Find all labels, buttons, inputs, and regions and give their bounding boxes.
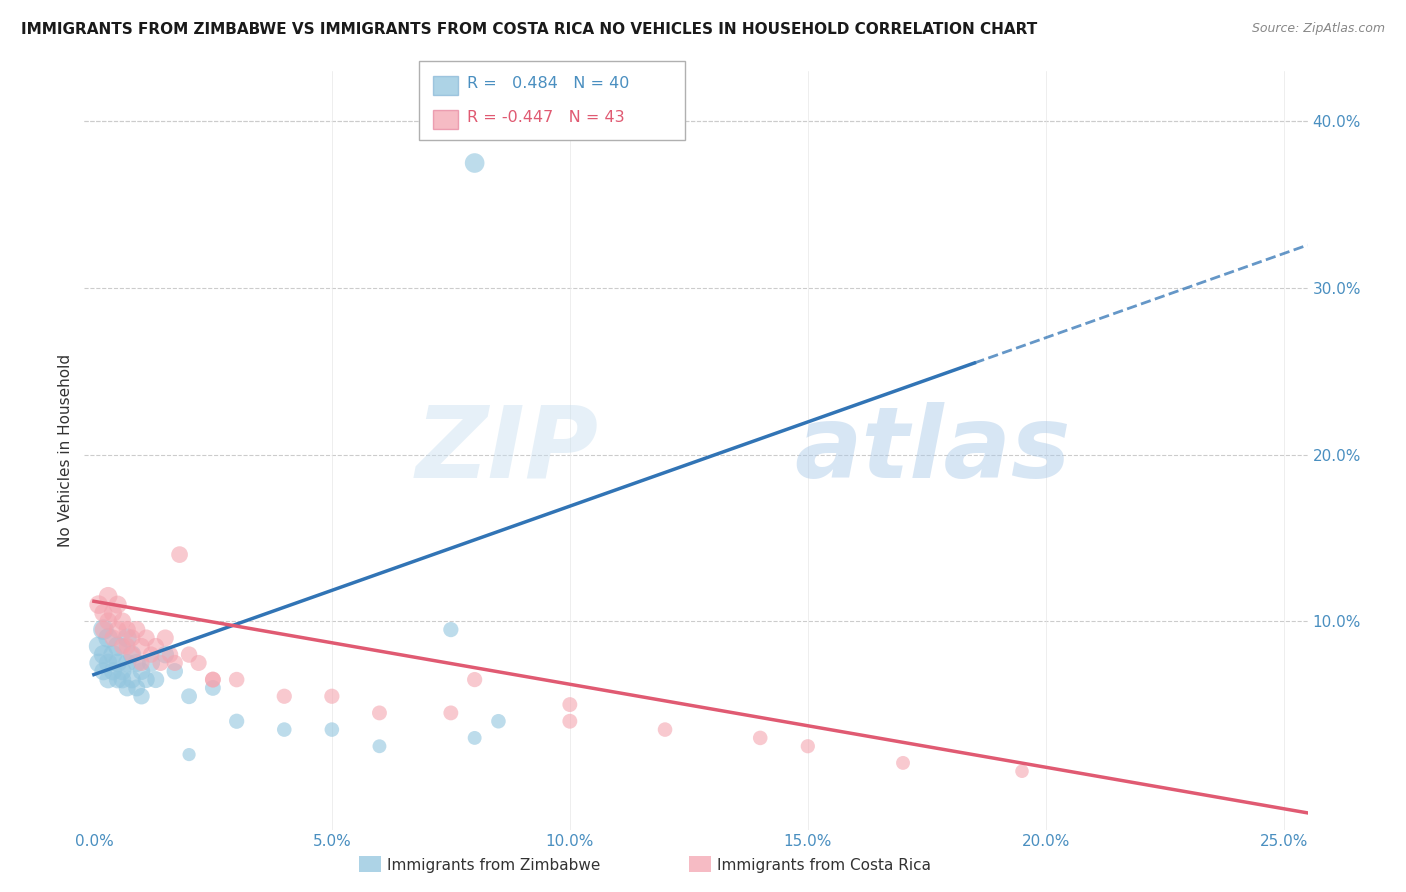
Point [440,623,463,637]
Point [131,640,153,654]
Point [111,673,134,687]
Point [145,673,167,687]
Point [177,648,200,662]
Point [107,623,129,637]
Point [225,714,247,729]
Point [107,640,129,654]
Point [131,690,153,704]
Point [107,673,129,687]
Point [111,614,134,628]
Point [163,665,186,679]
Point [225,673,247,687]
Point [93,648,115,662]
Text: Immigrants from Costa Rica: Immigrants from Costa Rica [717,858,931,872]
Point [368,706,391,720]
Point [464,731,486,745]
Y-axis label: No Vehicles in Household: No Vehicles in Household [58,354,73,547]
Point [273,690,295,704]
Point [107,656,129,670]
Point [321,723,343,737]
Point [749,731,772,745]
Text: R = -0.447   N = 43: R = -0.447 N = 43 [467,110,624,125]
Point [163,656,186,670]
Point [139,656,162,670]
Point [131,656,153,670]
Point [93,665,115,679]
Point [464,673,486,687]
Text: IMMIGRANTS FROM ZIMBABWE VS IMMIGRANTS FROM COSTA RICA NO VEHICLES IN HOUSEHOLD : IMMIGRANTS FROM ZIMBABWE VS IMMIGRANTS F… [21,22,1038,37]
Point [121,673,143,687]
Point [177,690,200,704]
Point [121,631,143,645]
Point [115,631,138,645]
Point [115,656,138,670]
Point [121,648,143,662]
Point [797,739,820,754]
Point [93,623,115,637]
Point [125,623,148,637]
Point [97,589,120,603]
Point [93,623,115,637]
Point [97,631,120,645]
Point [115,681,138,695]
Point [87,656,110,670]
Point [1011,764,1033,779]
Point [97,656,120,670]
Point [125,656,148,670]
Point [155,648,177,662]
Point [169,548,191,562]
Point [115,623,138,637]
Point [201,673,224,687]
Point [97,673,120,687]
Point [87,640,110,654]
Point [139,648,162,662]
Text: R =   0.484   N = 40: R = 0.484 N = 40 [467,76,628,91]
Point [273,723,295,737]
Point [159,648,181,662]
Point [101,665,124,679]
Point [321,690,343,704]
Point [135,673,157,687]
Point [135,631,157,645]
Point [177,747,200,762]
Text: atlas: atlas [794,402,1070,499]
Text: ZIP: ZIP [415,402,598,499]
Point [111,640,134,654]
Point [107,598,129,612]
Point [125,681,148,695]
Point [87,598,110,612]
Point [101,631,124,645]
Point [654,723,676,737]
Point [488,714,510,729]
Point [464,156,486,170]
Point [101,648,124,662]
Point [93,606,115,620]
Point [97,614,120,628]
Point [121,648,143,662]
Text: Immigrants from Zimbabwe: Immigrants from Zimbabwe [387,858,600,872]
Text: Source: ZipAtlas.com: Source: ZipAtlas.com [1251,22,1385,36]
Point [891,756,914,770]
Point [145,640,167,654]
Point [131,665,153,679]
Point [201,681,224,695]
Point [368,739,391,754]
Point [558,714,581,729]
Point [187,656,209,670]
Point [111,665,134,679]
Point [155,631,177,645]
Point [558,698,581,712]
Point [440,706,463,720]
Point [115,640,138,654]
Point [101,606,124,620]
Point [201,673,224,687]
Point [149,656,172,670]
